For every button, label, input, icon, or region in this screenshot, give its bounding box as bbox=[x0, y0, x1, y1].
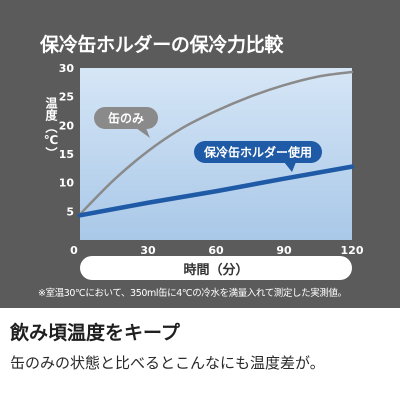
x-axis-label: 時間（分） bbox=[80, 256, 352, 280]
legend-can-only-label: 缶のみ bbox=[108, 111, 144, 126]
legend-with-holder-pointer bbox=[284, 162, 296, 172]
y-tick-label: 5 bbox=[66, 205, 74, 218]
legend-with-holder-bg bbox=[194, 141, 322, 163]
chart-footnote: ※室温30℃において、350ml缶に4℃の冷水を満量入れて測定した実測値。 bbox=[38, 288, 347, 299]
chart-title: 保冷缶ホルダーの保冷力比較 bbox=[40, 34, 284, 56]
y-axis-label: 温度（℃） bbox=[44, 97, 58, 159]
series-line-with-holder bbox=[77, 164, 355, 218]
feature-heading: 飲み頃温度をキープ bbox=[10, 322, 180, 344]
x-tick-label: 120 bbox=[341, 244, 364, 257]
x-tick-label: 0 bbox=[70, 244, 78, 257]
legend-can-only-bg bbox=[94, 107, 158, 129]
x-tick-label: 30 bbox=[140, 244, 156, 257]
x-tick-label: 60 bbox=[208, 244, 224, 257]
series-line-can-only bbox=[78, 70, 354, 216]
y-tick-label: 20 bbox=[59, 119, 75, 132]
x-tick-label: 90 bbox=[276, 244, 292, 257]
feature-description: 缶のみの状態と比べるとこんなにも温度差が。 bbox=[10, 354, 325, 372]
legend-with-holder-label: 保冷缶ホルダー使用 bbox=[203, 145, 312, 160]
legend-can-only-pointer bbox=[136, 128, 150, 138]
y-tick-label: 10 bbox=[59, 177, 75, 190]
y-tick-label: 15 bbox=[59, 148, 74, 161]
y-tick-label: 30 bbox=[59, 62, 75, 75]
y-tick-label: 25 bbox=[59, 91, 74, 104]
